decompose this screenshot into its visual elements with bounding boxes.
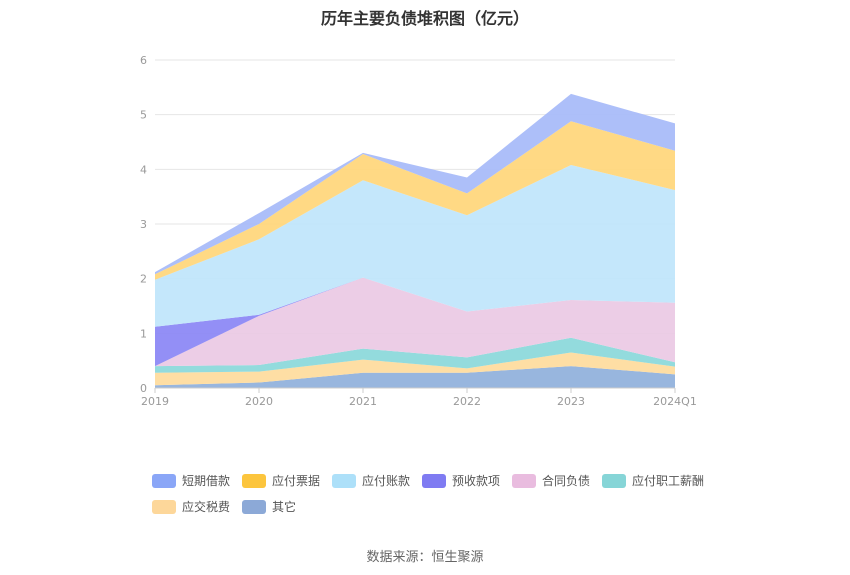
area-series-5 — [155, 164, 675, 327]
chart-title: 历年主要负债堆积图（亿元） — [320, 9, 529, 28]
legend-item[interactable]: 预收款项 — [422, 472, 500, 489]
legend-label: 应付职工薪酬 — [632, 474, 705, 488]
legend-swatch — [242, 473, 266, 488]
legend-label: 预收款项 — [452, 474, 501, 488]
legend-swatch — [422, 473, 446, 488]
y-tick-label: 3 — [140, 218, 147, 231]
x-tick-label: 2019 — [141, 395, 169, 408]
x-tick-label: 2021 — [349, 395, 377, 408]
y-tick-label: 1 — [140, 327, 147, 340]
legend-item[interactable]: 应付账款 — [332, 472, 410, 489]
x-tick-label: 2023 — [557, 395, 585, 408]
legend-item[interactable]: 其它 — [242, 498, 296, 515]
y-tick-label: 0 — [140, 382, 147, 395]
area-series-7 — [155, 93, 675, 275]
y-tick-label: 6 — [140, 54, 147, 67]
x-tick-label: 2022 — [453, 395, 481, 408]
legend-label: 应付账款 — [362, 474, 411, 488]
legend-label: 其它 — [272, 500, 297, 514]
legend-label: 应付票据 — [272, 474, 321, 488]
legend-item[interactable]: 应付职工薪酬 — [602, 472, 704, 489]
area-series-2 — [155, 337, 675, 373]
legend-label: 合同负债 — [542, 474, 591, 488]
legend-item[interactable]: 应付票据 — [242, 472, 320, 489]
legend-item[interactable]: 合同负债 — [512, 472, 590, 489]
legend-item[interactable]: 应交税费 — [152, 498, 230, 515]
area-series-1 — [155, 352, 675, 386]
x-tick-label: 2020 — [245, 395, 273, 408]
legend-swatch — [602, 473, 626, 488]
legend-label: 短期借款 — [182, 474, 231, 488]
area-series-0 — [155, 366, 675, 388]
data-source-note: 数据来源：恒生聚源 — [366, 550, 484, 565]
area-series-6 — [155, 121, 675, 280]
y-tick-label: 4 — [140, 163, 147, 176]
legend-swatch — [332, 473, 356, 488]
y-tick-label: 2 — [140, 273, 147, 286]
legend-swatch — [512, 473, 536, 488]
legend-swatch — [152, 473, 176, 488]
legend-swatch — [152, 499, 176, 514]
x-tick-label: 2024Q1 — [653, 395, 697, 408]
area-series-3 — [155, 277, 675, 367]
legend-label: 应交税费 — [182, 500, 231, 514]
y-tick-label: 5 — [140, 109, 147, 122]
legend-item[interactable]: 短期借款 — [152, 472, 230, 489]
legend-swatch — [242, 499, 266, 514]
